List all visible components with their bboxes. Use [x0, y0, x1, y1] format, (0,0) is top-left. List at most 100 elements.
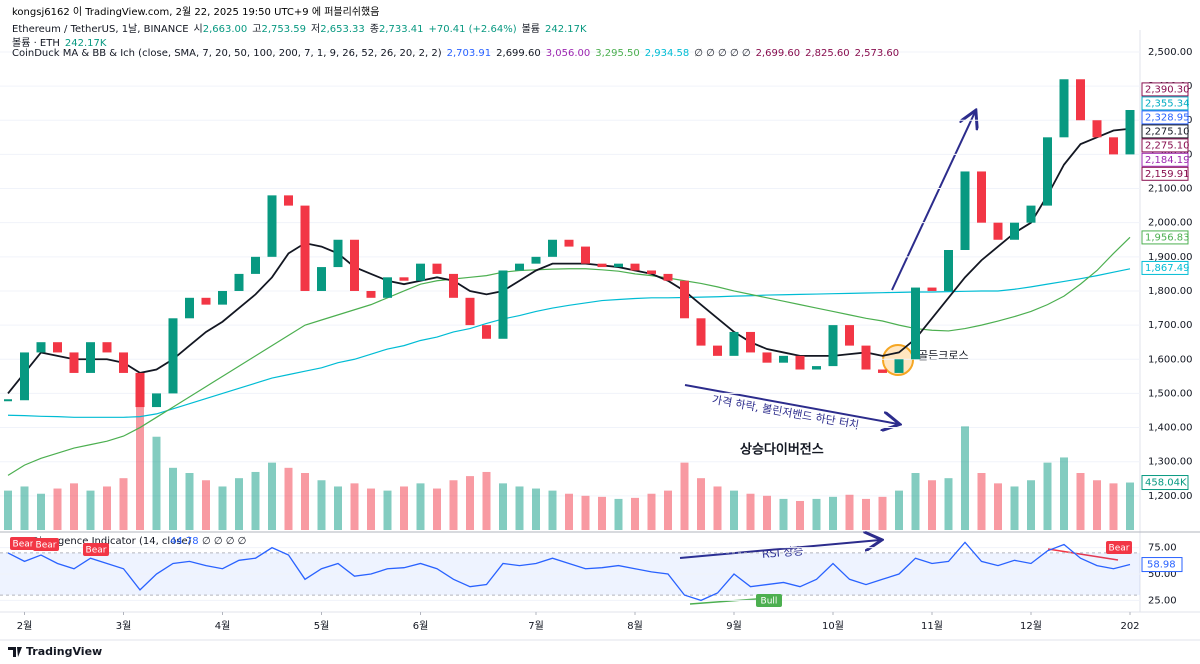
x-tick-label: 6월 — [413, 620, 429, 632]
volume-bar — [598, 496, 606, 530]
candle — [1092, 120, 1102, 138]
candle — [630, 263, 640, 271]
volume-bar — [581, 495, 590, 530]
header-text: +70.41 (+2.64%) — [428, 24, 517, 35]
y-tick-label: 1,900.00 — [1148, 252, 1193, 263]
price-label: 2,328.95 — [1145, 112, 1190, 123]
y-tick-label: 2,000.00 — [1148, 218, 1193, 229]
header-text: 2,653.33 — [320, 24, 365, 35]
volume-bar — [961, 426, 969, 530]
x-tick-label: 7월 — [528, 620, 544, 632]
header-text: 2,699.60 — [496, 48, 541, 59]
volume-bar — [334, 486, 342, 530]
volume-bar — [1076, 473, 1085, 530]
annotation: 골든크로스 — [918, 349, 969, 362]
candle — [647, 270, 656, 274]
rsi-tick-label: 75.00 — [1148, 543, 1177, 554]
arrow — [679, 540, 880, 559]
candle — [350, 239, 359, 291]
volume-bar — [680, 462, 689, 530]
volume-bar — [86, 490, 95, 530]
candle — [152, 393, 161, 408]
candle — [564, 239, 574, 247]
rsi-tick-label: 50.00 — [1148, 569, 1177, 580]
header-text: Ethereum / TetherUS, 1날, BINANCE — [12, 24, 189, 35]
volume-bar — [202, 480, 210, 530]
volume-bar — [268, 462, 276, 530]
volume-bar — [713, 486, 722, 530]
candle — [53, 342, 62, 353]
signal-box — [756, 594, 782, 607]
price-label: 2,184.19 — [1145, 155, 1190, 166]
volume-bar — [449, 480, 458, 530]
arrow — [684, 384, 898, 424]
signal-label: Bear — [36, 541, 57, 551]
candle — [729, 331, 739, 356]
candle — [333, 239, 343, 268]
rsi-extra: ∅ ∅ ∅ ∅ — [202, 536, 246, 547]
candle — [614, 263, 623, 268]
candle — [1043, 137, 1052, 206]
candle — [168, 318, 178, 394]
signal-box — [83, 543, 109, 556]
candle — [515, 263, 524, 271]
candle — [746, 331, 755, 353]
header-text: ∅ ∅ ∅ ∅ ∅ — [694, 48, 751, 59]
volume-bar — [631, 497, 639, 530]
volume-bar — [664, 490, 672, 530]
candle — [185, 297, 194, 319]
divergence-line — [1047, 548, 1119, 561]
candle — [993, 222, 1003, 240]
header-text: 2,663.00 — [202, 24, 248, 35]
header-text: 2,753.59 — [261, 24, 306, 35]
candle — [1026, 205, 1036, 223]
header-text: 3,295.50 — [595, 48, 640, 59]
publisher: kongsj6162 이 TradingView.com, 2월 22, 202… — [12, 7, 380, 18]
y-tick-label: 1,600.00 — [1148, 354, 1193, 365]
candle — [960, 171, 970, 250]
rsi-line — [7, 541, 1131, 602]
signal-label: Bear — [86, 546, 107, 556]
volume-bar — [4, 490, 12, 530]
candle — [779, 355, 788, 363]
header-text: 종 — [369, 24, 379, 35]
candle — [581, 246, 590, 264]
header-text: 242.17K — [64, 38, 107, 49]
volume-bar — [383, 490, 392, 530]
signal-label: Bull — [761, 597, 778, 607]
volume-bar — [416, 483, 425, 530]
candle — [135, 372, 145, 408]
volume-bar — [400, 486, 408, 530]
price-label: 1,867.49 — [1145, 263, 1190, 274]
rsi-title: RSI Divergence Indicator (14, close) — [12, 536, 192, 547]
volume-bar — [152, 436, 161, 530]
volume-bar — [515, 486, 524, 530]
candle — [36, 342, 46, 353]
header-text: 2,699.60 — [755, 48, 801, 59]
candle — [399, 277, 409, 281]
candle — [1059, 79, 1069, 138]
header-text: 2,703.91 — [446, 48, 492, 59]
candle — [911, 287, 920, 360]
signal-box — [33, 538, 59, 551]
header-text: CoinDuck MA & BB & Ich (close, SMA, 7, 2… — [12, 48, 442, 59]
ma-line — [7, 236, 1131, 476]
candle — [795, 355, 805, 370]
candle — [531, 256, 541, 264]
candle — [119, 352, 128, 373]
volume-bar — [796, 500, 804, 530]
candle — [878, 369, 887, 373]
price-label-box — [1141, 260, 1189, 275]
candle — [416, 263, 425, 281]
volume-bar — [466, 476, 474, 530]
header-text: 2,825.60 — [805, 48, 850, 59]
signal-label: Bear — [13, 540, 34, 550]
rsi-label: 58.98 — [1147, 560, 1176, 571]
volume-bar — [103, 486, 111, 530]
volume-bar — [1093, 480, 1101, 530]
x-tick-label: 8월 — [627, 620, 643, 632]
volume-bar — [548, 490, 557, 530]
candle — [812, 366, 821, 370]
candle — [977, 171, 986, 223]
